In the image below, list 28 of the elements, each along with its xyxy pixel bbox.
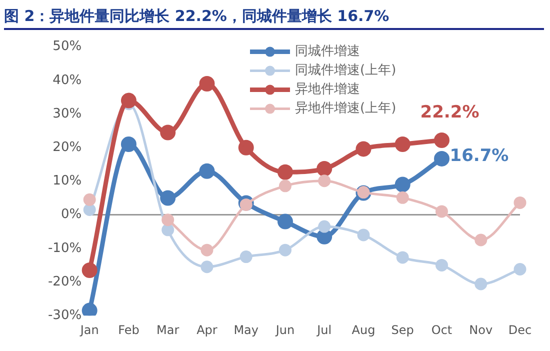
legend-label: 异地件增速	[295, 82, 360, 98]
y-tick-label: 30%	[52, 106, 82, 122]
x-tick-label: Aug	[352, 322, 376, 337]
y-tick-label: 10%	[52, 174, 82, 189]
x-tick-label: Jan	[79, 322, 99, 337]
x-tick-label: Feb	[118, 322, 140, 337]
y-tick-label: 40%	[52, 72, 82, 88]
x-tick-label: May	[234, 322, 259, 337]
legend-label: 同城件增速(上年)	[295, 63, 396, 78]
y-tick-label: -30%	[48, 308, 82, 323]
annotation: 22.2%	[420, 102, 480, 123]
x-tick-label: Jul	[316, 322, 332, 337]
chart-title: 图 2：异地件量同比增长 22.2%，同城件量增长 16.7%	[4, 4, 544, 30]
x-tick-label: Apr	[196, 322, 218, 337]
y-tick-label: 50%	[52, 39, 82, 54]
y-tick-label: 20%	[52, 140, 82, 155]
x-tick-label: Oct	[431, 322, 452, 337]
x-tick-label: Jun	[274, 322, 295, 337]
annotation: 16.7%	[450, 146, 509, 166]
x-tick-label: Mar	[156, 322, 180, 337]
y-tick-label: -10%	[48, 240, 82, 256]
y-tick-label: 0%	[60, 207, 82, 222]
legend-label: 同城件增速	[295, 44, 360, 60]
x-tick-label: Sep	[391, 322, 414, 337]
y-tick-label: -20%	[48, 274, 82, 290]
x-tick-label: Dec	[508, 322, 532, 337]
x-tick-label: Nov	[469, 322, 493, 337]
legend-label: 异地件增速(上年)	[295, 101, 396, 116]
